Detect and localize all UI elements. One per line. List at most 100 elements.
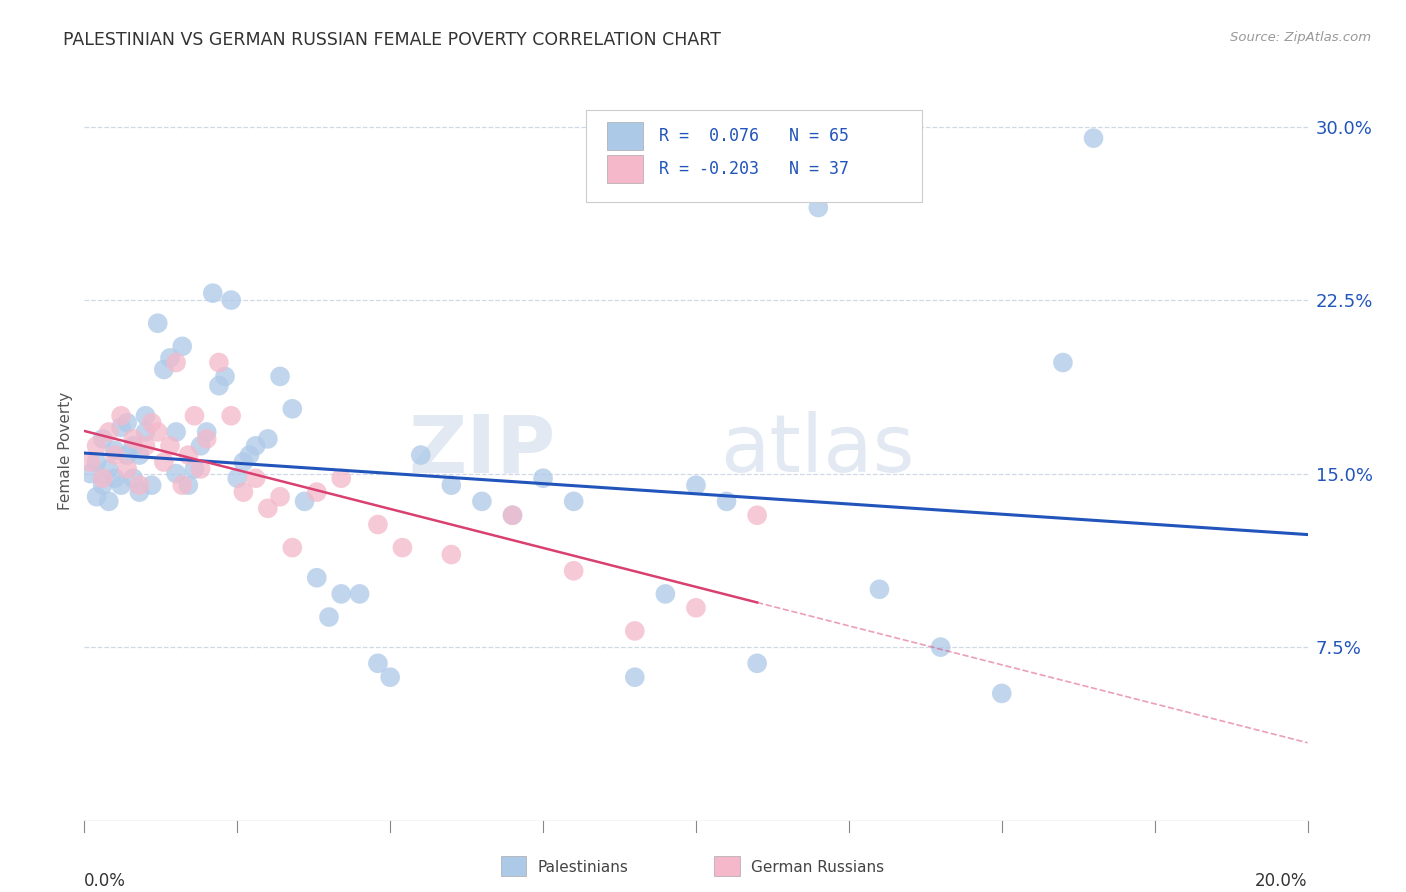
Y-axis label: Female Poverty: Female Poverty [58,392,73,509]
Point [807,201,830,215]
Point [747,657,769,671]
Text: 20.0%: 20.0% [1256,871,1308,889]
Point [159,351,181,365]
Point [440,548,463,562]
FancyBboxPatch shape [606,155,644,183]
Point [330,587,353,601]
Text: PALESTINIAN VS GERMAN RUSSIAN FEMALE POVERTY CORRELATION CHART: PALESTINIAN VS GERMAN RUSSIAN FEMALE POV… [63,31,721,49]
Point [97,425,120,439]
Point [128,448,150,462]
Point [165,355,187,369]
Point [991,686,1014,700]
Point [869,582,891,597]
Point [367,517,389,532]
Point [232,455,254,469]
Point [115,462,138,476]
Point [159,439,181,453]
Point [685,478,707,492]
Point [122,432,145,446]
Point [281,401,304,416]
Point [146,316,169,330]
Point [238,448,260,462]
Point [141,478,163,492]
Text: German Russians: German Russians [751,860,884,874]
Point [269,369,291,384]
Point [146,425,169,439]
Point [183,409,205,423]
Point [1083,131,1105,145]
Point [380,670,402,684]
Point [471,494,494,508]
Point [269,490,291,504]
Point [86,455,108,469]
Point [208,355,231,369]
Point [91,478,114,492]
Text: atlas: atlas [720,411,915,490]
Point [330,471,353,485]
Point [195,432,218,446]
Point [153,362,176,376]
Text: Palestinians: Palestinians [537,860,628,874]
Text: Source: ZipAtlas.com: Source: ZipAtlas.com [1230,31,1371,45]
Point [79,467,101,481]
Point [128,485,150,500]
Point [281,541,304,555]
Point [91,432,114,446]
Point [165,425,187,439]
Point [135,409,157,423]
Point [214,369,236,384]
Point [219,409,242,423]
Point [104,471,127,485]
Point [115,416,138,430]
Point [624,670,647,684]
Point [226,471,249,485]
Point [86,439,108,453]
Point [79,455,101,469]
Point [86,490,108,504]
Point [135,425,157,439]
Point [177,478,200,492]
Point [122,439,145,453]
Point [305,485,328,500]
Point [104,443,127,458]
Point [257,501,280,516]
Point [153,455,176,469]
Point [245,471,267,485]
Point [747,508,769,523]
FancyBboxPatch shape [606,121,644,150]
Point [531,471,554,485]
Text: ZIP: ZIP [408,411,555,490]
Point [172,339,194,353]
Point [305,571,328,585]
Point [562,564,585,578]
Point [1052,355,1074,369]
Point [110,420,132,434]
Point [104,448,127,462]
Point [929,640,952,654]
Point [115,448,138,462]
Point [294,494,316,508]
Point [440,478,463,492]
Point [110,478,132,492]
Point [502,508,524,523]
Point [502,508,524,523]
Point [172,478,194,492]
Point [97,494,120,508]
Point [91,471,114,485]
Point [190,439,212,453]
Point [367,657,389,671]
Point [135,439,157,453]
Point [232,485,254,500]
Point [349,587,371,601]
Point [97,462,120,476]
Point [208,378,231,392]
Text: R =  0.076   N = 65: R = 0.076 N = 65 [659,127,849,145]
Point [391,541,413,555]
Point [624,624,647,638]
Point [219,293,242,307]
Point [409,448,432,462]
Point [257,432,280,446]
Point [165,467,187,481]
Point [195,425,218,439]
Point [654,587,676,601]
